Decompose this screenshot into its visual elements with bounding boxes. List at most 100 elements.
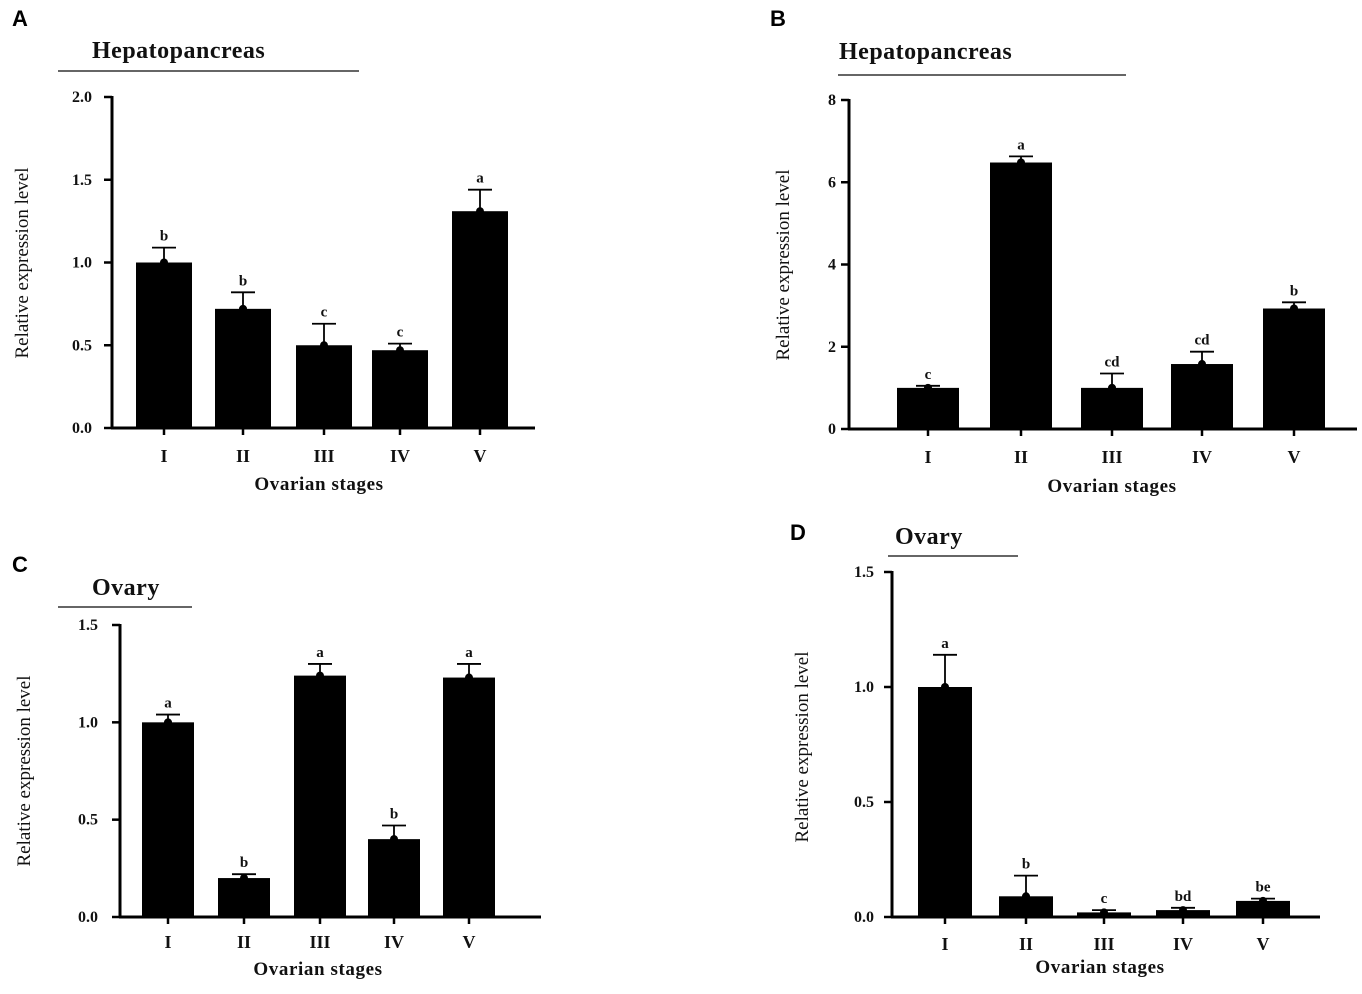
chart-title: Hepatopancreas — [92, 38, 265, 64]
significance-label: cd — [1105, 354, 1121, 370]
y-tick-label: 8 — [828, 92, 836, 109]
y-tick-label: 0 — [828, 421, 836, 438]
bar — [990, 162, 1052, 429]
bar — [1171, 364, 1233, 429]
significance-label: b — [240, 855, 248, 871]
bar — [218, 878, 270, 917]
y-tick-label: 0.5 — [854, 794, 874, 811]
significance-label: bd — [1175, 889, 1192, 905]
significance-label: c — [397, 325, 404, 341]
mean-point — [1198, 360, 1206, 369]
significance-label: a — [164, 696, 172, 712]
bar — [1263, 308, 1325, 429]
y-tick-label: 6 — [828, 174, 836, 191]
significance-label: b — [1290, 283, 1298, 299]
mean-point — [316, 671, 324, 680]
x-tick-label: IV — [1192, 447, 1212, 467]
significance-label: c — [321, 305, 328, 321]
y-tick-label: 1.0 — [854, 679, 874, 696]
y-tick-label: 0.5 — [78, 812, 98, 829]
significance-label: be — [1256, 880, 1271, 896]
bar — [368, 839, 420, 917]
significance-label: a — [476, 171, 484, 187]
y-tick-label: 0.0 — [78, 909, 98, 926]
bar — [897, 387, 959, 429]
y-tick-label: 4 — [828, 257, 836, 274]
bar — [443, 677, 495, 917]
bar — [136, 262, 192, 428]
panel-d: D Ovary 0.0 0.5 1.0 1.5 Relative expression le… — [790, 520, 1320, 978]
mean-point — [164, 718, 172, 727]
x-tick-label: I — [924, 447, 931, 467]
x-tick-label: III — [313, 446, 334, 466]
y-tick-label: 2 — [828, 339, 836, 356]
x-tick-label: III — [1101, 447, 1122, 467]
y-axis-label: Relative expression level — [792, 652, 813, 843]
mean-point — [1108, 383, 1116, 392]
x-tick-label: V — [1288, 447, 1301, 467]
significance-label: a — [316, 645, 324, 661]
mean-point — [1290, 304, 1298, 313]
x-tick-label: II — [1014, 447, 1028, 467]
significance-label: a — [941, 636, 949, 652]
y-tick-label: 1.0 — [78, 714, 98, 731]
x-tick-label: IV — [384, 932, 404, 952]
mean-point — [1100, 908, 1108, 917]
x-tick-label: II — [1019, 934, 1033, 954]
mean-point — [941, 683, 949, 691]
x-tick-label: I — [941, 934, 948, 954]
mean-point — [1259, 896, 1267, 905]
y-tick-label: 1.5 — [78, 617, 98, 634]
mean-point — [239, 304, 247, 313]
mean-point — [240, 874, 248, 883]
y-tick-label: 1.5 — [72, 172, 92, 189]
y-tick-label: 1.5 — [854, 564, 874, 581]
x-axis-label: Ovarian stages — [1035, 957, 1164, 978]
x-tick-label: IV — [390, 446, 410, 466]
mean-point — [1179, 906, 1187, 915]
bar — [1081, 387, 1143, 429]
chart-title: Ovary — [92, 575, 160, 601]
panel-b: B Hepatopancreas 0 2 4 6 8 Relative expression … — [770, 6, 1357, 497]
bar — [1236, 900, 1290, 917]
y-tick-label: 0.5 — [72, 337, 92, 354]
y-tick-label: 0.0 — [854, 909, 874, 926]
chart-title: Hepatopancreas — [839, 39, 1012, 65]
x-tick-label: IV — [1173, 934, 1193, 954]
mean-point — [476, 207, 484, 216]
x-tick-label: III — [1093, 934, 1114, 954]
x-axis-label: Ovarian stages — [1047, 476, 1176, 497]
significance-label: a — [1017, 137, 1025, 153]
x-tick-label: II — [236, 446, 250, 466]
significance-label: c — [1101, 891, 1108, 907]
panel-letter: A — [12, 6, 28, 31]
bar — [215, 308, 271, 428]
bar — [452, 211, 508, 428]
mean-point — [396, 346, 404, 355]
mean-point — [390, 835, 398, 844]
significance-label: cd — [1195, 333, 1211, 349]
mean-point — [320, 341, 328, 350]
y-axis-label: Relative expression level — [14, 676, 35, 867]
panel-letter: C — [12, 552, 28, 577]
x-tick-label: I — [160, 446, 167, 466]
x-tick-label: V — [474, 446, 487, 466]
significance-label: a — [465, 645, 473, 661]
y-axis-label: Relative expression level — [12, 168, 33, 359]
x-tick-label: II — [237, 932, 251, 952]
mean-point — [1017, 158, 1025, 167]
panel-c: C Ovary 0.0 0.5 1.0 1.5 Relative expression le… — [12, 552, 541, 980]
bar — [142, 722, 194, 917]
x-axis-label: Ovarian stages — [253, 959, 382, 980]
mean-point — [924, 383, 932, 392]
panel-letter: B — [770, 6, 786, 31]
significance-label: b — [239, 273, 247, 289]
bar — [296, 345, 352, 428]
x-tick-label: V — [1257, 934, 1270, 954]
panel-a: A Hepatopancreas 0.0 0.5 1.0 1.5 2.0 Relative e… — [12, 6, 535, 495]
y-axis-label: Relative expression level — [773, 170, 794, 361]
x-tick-label: III — [309, 932, 330, 952]
panel-letter: D — [790, 520, 806, 545]
mean-point — [1022, 892, 1030, 901]
